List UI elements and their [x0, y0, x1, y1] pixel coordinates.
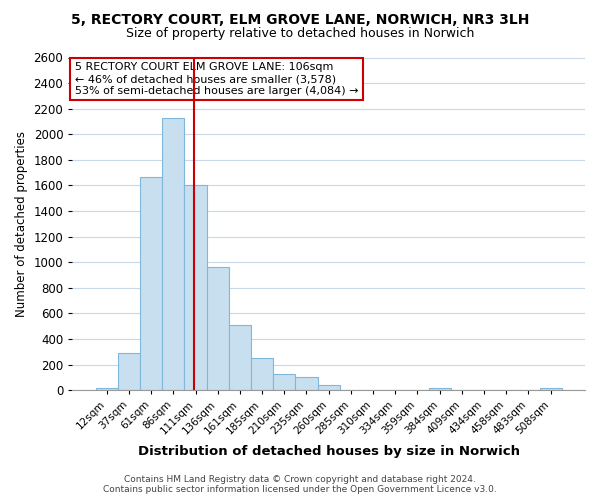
Bar	[295, 378, 317, 390]
Bar	[206, 267, 229, 390]
Text: 5, RECTORY COURT, ELM GROVE LANE, NORWICH, NR3 3LH: 5, RECTORY COURT, ELM GROVE LANE, NORWIC…	[71, 12, 529, 26]
Text: 5 RECTORY COURT ELM GROVE LANE: 106sqm
← 46% of detached houses are smaller (3,5: 5 RECTORY COURT ELM GROVE LANE: 106sqm ←…	[75, 62, 358, 96]
Bar	[229, 325, 251, 390]
Bar	[118, 352, 140, 391]
Text: Size of property relative to detached houses in Norwich: Size of property relative to detached ho…	[126, 28, 474, 40]
Bar	[251, 358, 273, 390]
Bar	[317, 385, 340, 390]
Y-axis label: Number of detached properties: Number of detached properties	[15, 131, 28, 317]
X-axis label: Distribution of detached houses by size in Norwich: Distribution of detached houses by size …	[137, 444, 520, 458]
Bar	[95, 388, 118, 390]
Bar	[428, 388, 451, 390]
Bar	[273, 374, 295, 390]
Text: Contains HM Land Registry data © Crown copyright and database right 2024.
Contai: Contains HM Land Registry data © Crown c…	[103, 474, 497, 494]
Bar	[184, 186, 206, 390]
Bar	[140, 177, 162, 390]
Bar	[162, 118, 184, 390]
Bar	[539, 388, 562, 390]
